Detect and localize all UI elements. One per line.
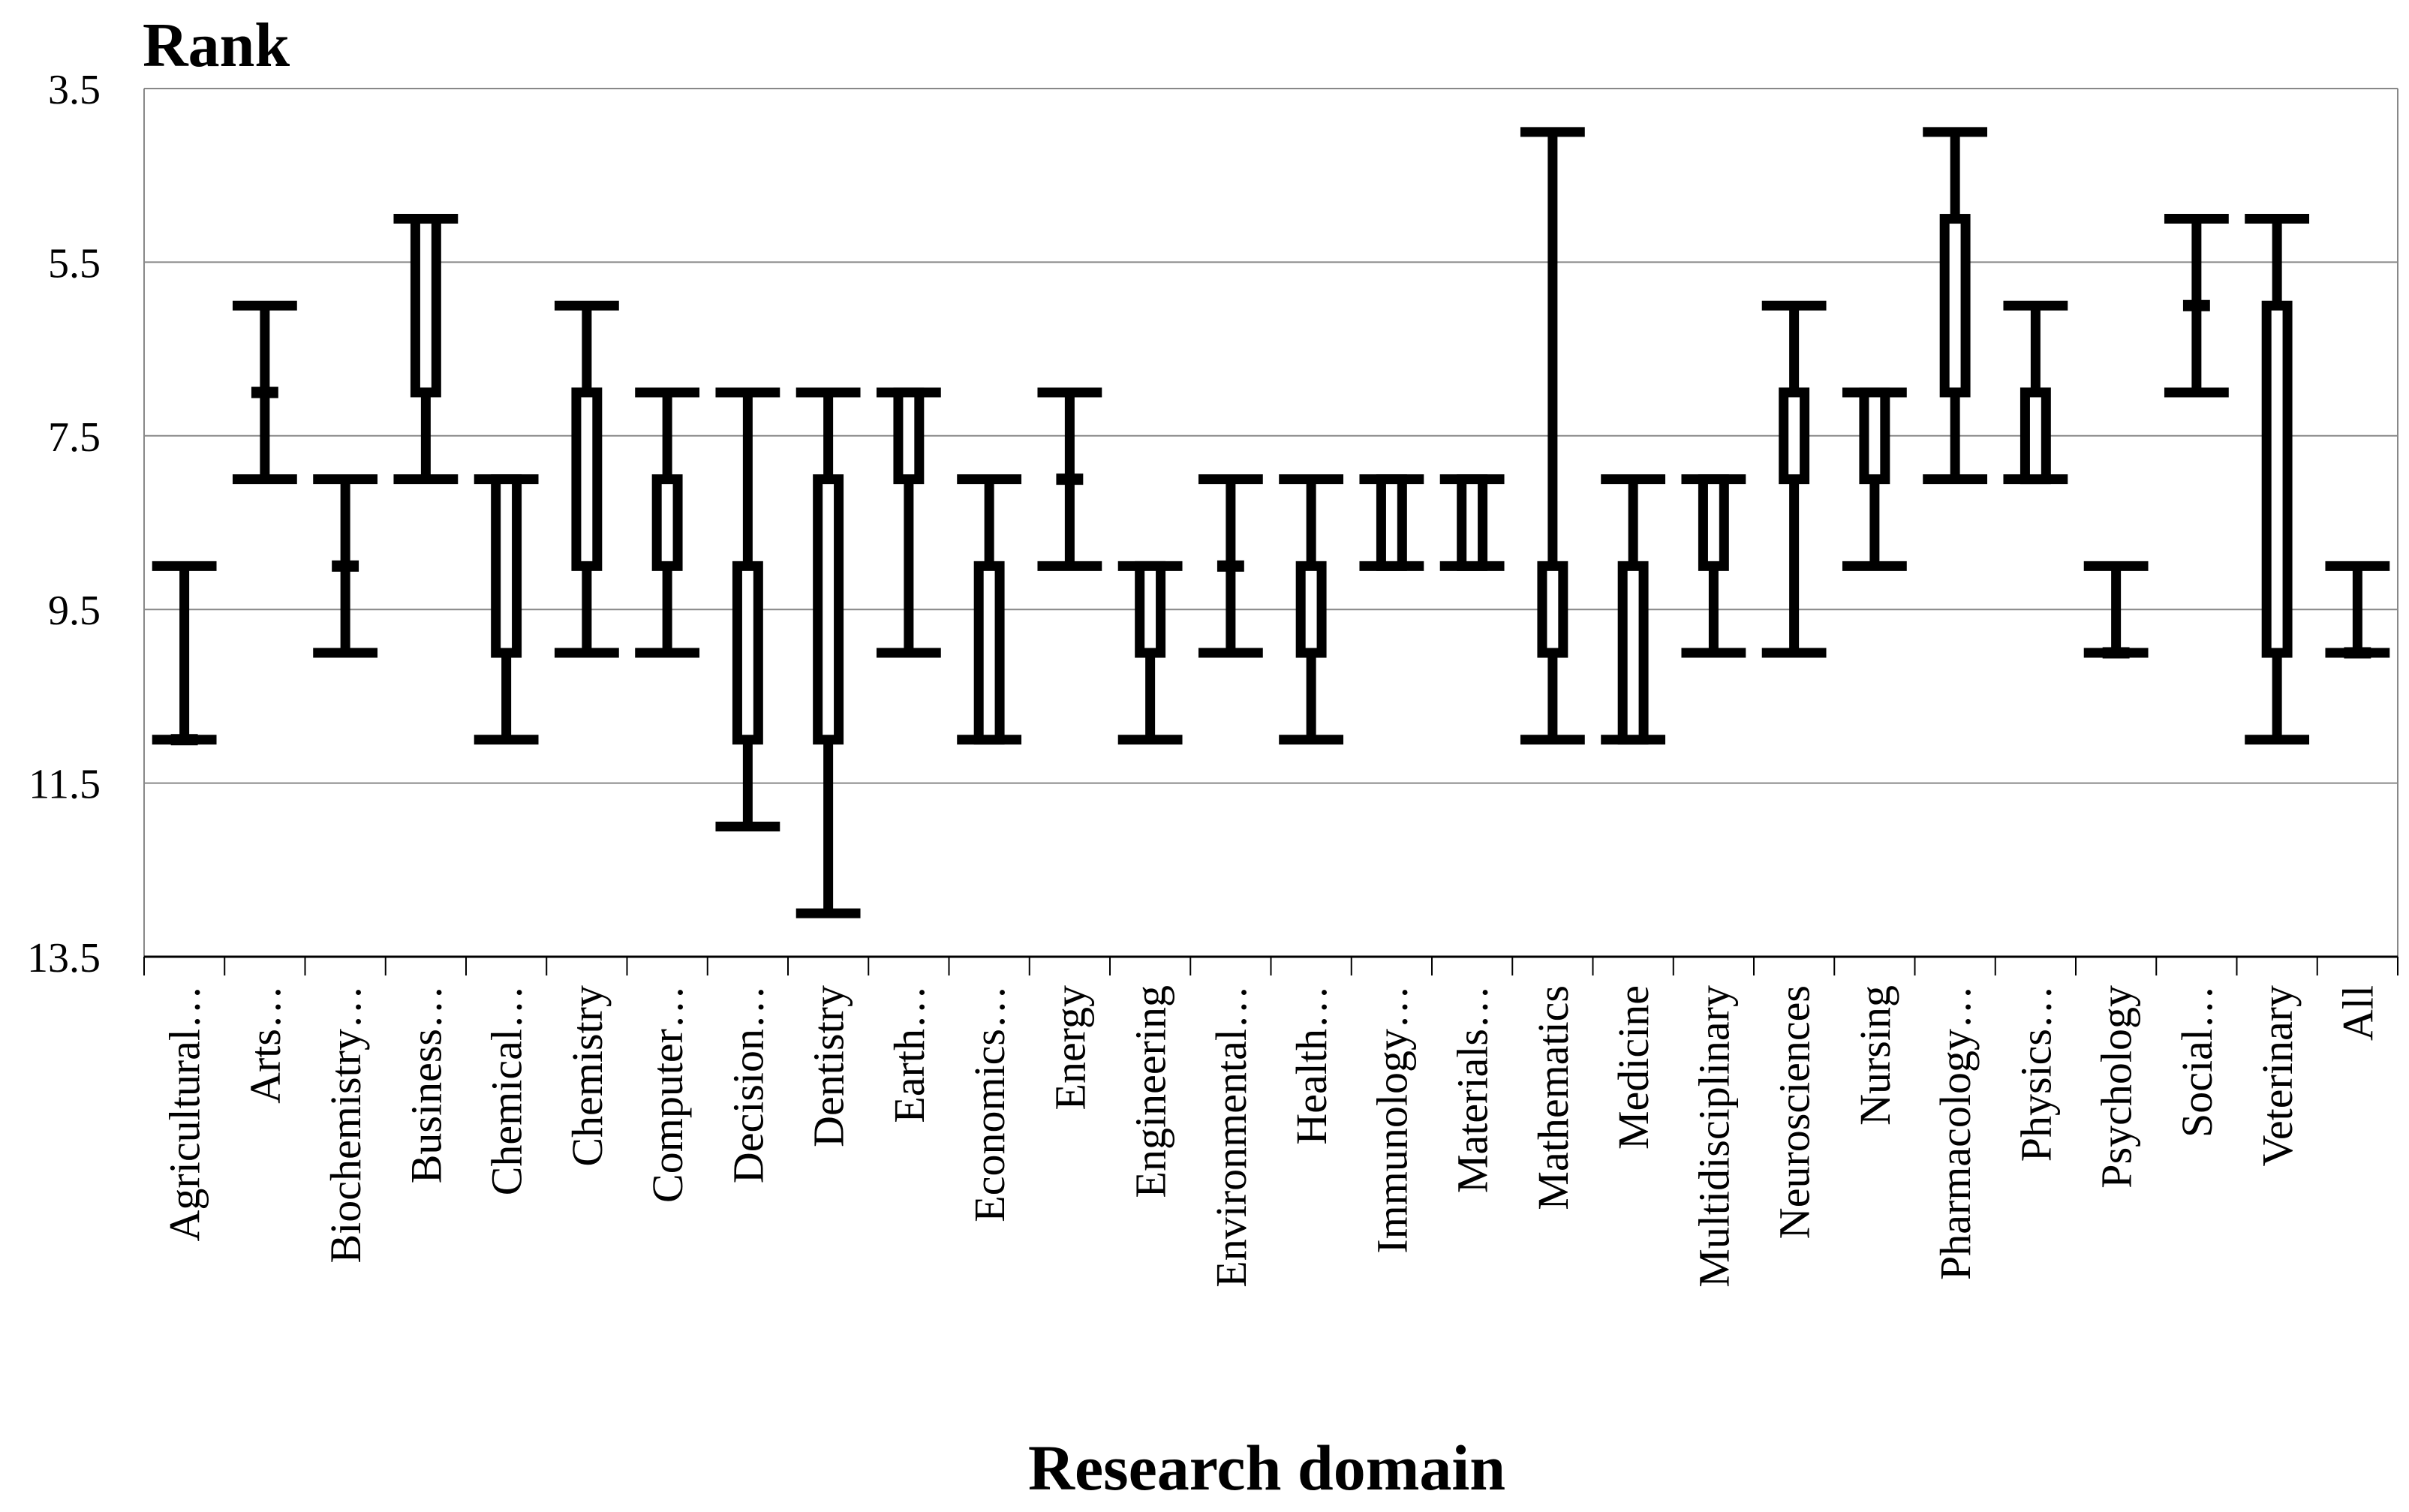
- x-tick-label: Energy: [1045, 985, 1094, 1110]
- box-body: [2020, 387, 2051, 485]
- x-tick-label: Computer…: [643, 985, 692, 1203]
- box-item: [313, 474, 378, 658]
- grid-lines: [144, 88, 2398, 957]
- box-body: [1537, 561, 1568, 658]
- x-tick-label: Environmental…: [1207, 985, 1256, 1288]
- box-item: [1037, 387, 1102, 571]
- box-body: [491, 474, 522, 658]
- box-item: [1520, 127, 1585, 745]
- box-body: [410, 214, 441, 398]
- box-item: [795, 387, 861, 918]
- box-item: [876, 387, 941, 658]
- box-item: [474, 474, 539, 745]
- box-item: [1439, 474, 1505, 571]
- box-body: [1295, 561, 1327, 658]
- x-tick-label: Agricultural…: [161, 985, 209, 1241]
- x-tick-label: Business…: [402, 985, 450, 1183]
- box-item: [2245, 214, 2310, 745]
- x-tick-label: Economics…: [965, 985, 1014, 1222]
- y-tick-label: 7.5: [48, 414, 101, 461]
- box-item: [1359, 474, 1424, 571]
- box-item: [715, 387, 780, 831]
- box-body: [571, 387, 603, 571]
- box-series: [152, 127, 2390, 918]
- x-tick-label: Mathematics: [1529, 985, 1577, 1210]
- box-item: [1681, 474, 1746, 658]
- x-tick-label: Biochemistry…: [321, 985, 370, 1264]
- box-item: [1198, 474, 1263, 658]
- y-tick-label: 13.5: [27, 935, 101, 981]
- y-tick-label: 5.5: [48, 240, 101, 287]
- x-tick-label: All: [2333, 985, 2382, 1041]
- box-item: [1117, 561, 1183, 745]
- x-tick-label: Immunology…: [1367, 985, 1416, 1254]
- x-tick-label: Materials…: [1448, 985, 1497, 1193]
- y-axis-label: Rank: [143, 11, 290, 80]
- box-item: [1601, 474, 1666, 745]
- x-tick-label: Physics…: [2011, 985, 2060, 1162]
- box-item: [1279, 474, 1344, 745]
- x-tick-label: Chemical…: [483, 985, 531, 1195]
- box-body: [1457, 474, 1488, 571]
- box-item: [2164, 214, 2229, 398]
- box-body: [1617, 561, 1649, 745]
- box-body: [1859, 387, 1890, 485]
- box-item: [2003, 300, 2068, 485]
- x-tick-label: Arts…: [241, 985, 290, 1104]
- box-item: [1761, 300, 1827, 658]
- box-body: [973, 561, 1005, 745]
- x-tick-label: Pharmacology…: [1931, 985, 1980, 1280]
- y-tick-labels: 3.5 5.5 7.5 9.5 11.5 13.5: [27, 67, 101, 981]
- x-tick-label: Social…: [2173, 985, 2221, 1138]
- box-item: [554, 300, 619, 658]
- x-axis-label: Research domain: [1028, 1432, 1505, 1504]
- x-tick-label: Decision…: [723, 985, 772, 1183]
- box-item: [393, 214, 459, 485]
- box-body: [732, 561, 763, 745]
- x-tick-label: Nursing: [1851, 985, 1899, 1126]
- box-item: [635, 387, 700, 658]
- x-tick-label: Neurosciences: [1770, 985, 1819, 1239]
- y-tick-label: 9.5: [48, 588, 101, 634]
- y-tick-label: 11.5: [29, 762, 101, 808]
- box-body: [651, 474, 683, 571]
- box-body: [1376, 474, 1407, 571]
- x-tick-label: Dentistry: [805, 985, 853, 1147]
- x-tick-label: Medicine: [1609, 985, 1658, 1150]
- x-tick-label: Engineering: [1126, 985, 1175, 1198]
- box-item: [1923, 127, 1988, 485]
- box-body: [1779, 387, 1810, 485]
- x-tick-labels: Agricultural… Arts… Biochemistry… Business……: [161, 985, 2383, 1288]
- box-item: [1842, 387, 1907, 571]
- box-item: [152, 561, 217, 746]
- box-body: [2261, 300, 2293, 658]
- box-item: [2083, 561, 2149, 659]
- box-item: [232, 300, 297, 485]
- x-tick-label: Health…: [1287, 985, 1336, 1145]
- axes: [143, 89, 2398, 975]
- x-tick-label: Multidisciplinary: [1689, 985, 1738, 1288]
- box-body: [1698, 474, 1729, 571]
- y-tick-label: 3.5: [48, 67, 101, 113]
- box-body: [1135, 561, 1166, 658]
- box-body: [1939, 214, 1971, 398]
- box-item: [2325, 561, 2390, 659]
- x-tick-label: Chemistry: [563, 985, 612, 1167]
- x-tick-label: Psychology: [2092, 985, 2141, 1189]
- box-body: [893, 387, 925, 485]
- box-item: [957, 474, 1022, 745]
- x-tick-label: Earth…: [885, 985, 934, 1123]
- x-tick-label: Veterinary: [2253, 985, 2302, 1167]
- box-body: [813, 474, 844, 745]
